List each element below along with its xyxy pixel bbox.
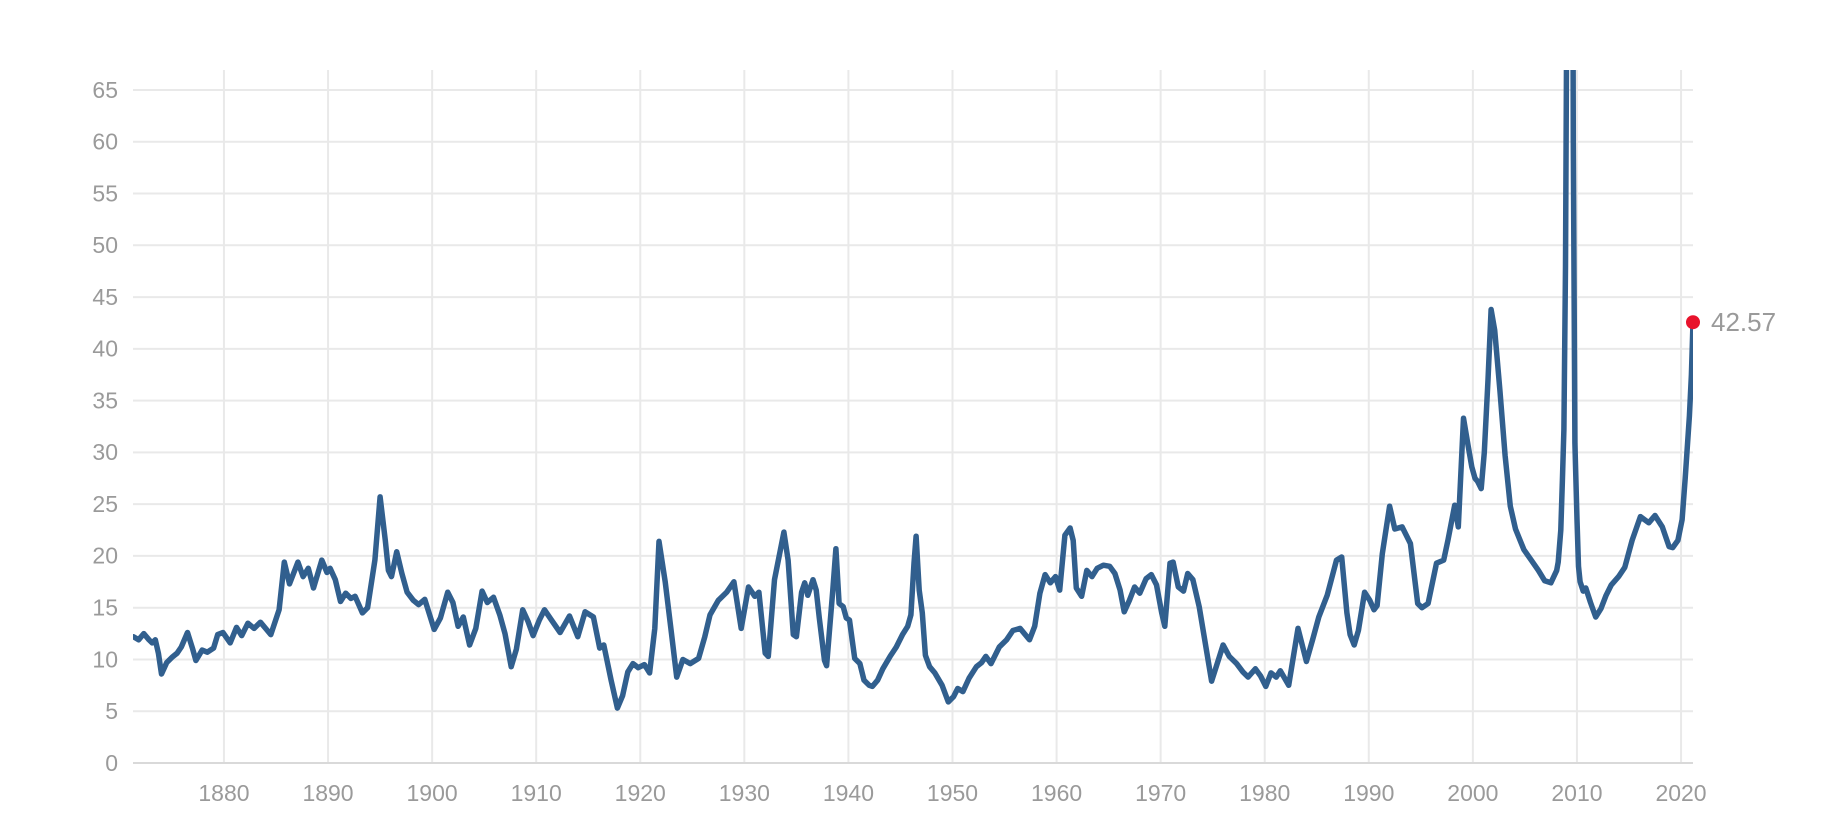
x-axis-tick-label-1950: 1950 — [927, 780, 978, 806]
x-axis-tick-label-2020: 2020 — [1655, 780, 1706, 806]
y-axis-tick-label-30: 30 — [92, 439, 118, 465]
x-axis-tick-label-1930: 1930 — [719, 780, 770, 806]
latest-value-label: 42.57 — [1711, 307, 1776, 337]
y-axis-tick-label-65: 65 — [92, 77, 118, 103]
x-axis-tick-label-1890: 1890 — [302, 780, 353, 806]
x-axis-tick-label-1900: 1900 — [407, 780, 458, 806]
y-axis-tick-label-5: 5 — [105, 698, 118, 724]
x-axis-tick-labels: 1880 1890 1900 1910 1920 1930 1940 1950 1960 1970… — [198, 780, 1706, 806]
x-axis-tick-label-2000: 2000 — [1447, 780, 1498, 806]
y-axis-tick-label-50: 50 — [92, 232, 118, 258]
y-axis-tick-label-45: 45 — [92, 284, 118, 310]
pe-ratio-line-series — [133, 70, 1693, 711]
y-axis-tick-label-35: 35 — [92, 387, 118, 413]
x-axis-tick-label-1970: 1970 — [1135, 780, 1186, 806]
y-axis-tick-label-10: 10 — [92, 646, 118, 672]
latest-point-marker[interactable] — [1686, 315, 1700, 330]
x-axis-tick-label-1940: 1940 — [823, 780, 874, 806]
x-axis-tick-label-1910: 1910 — [511, 780, 562, 806]
y-axis-tick-label-20: 20 — [92, 543, 118, 569]
horizontal-gridlines — [133, 88, 1693, 713]
y-axis-tick-label-60: 60 — [92, 129, 118, 155]
y-axis-tick-labels: 0 5 10 15 20 25 30 35 40 45 50 55 60 65 — [92, 77, 118, 776]
x-axis-tick-label-1960: 1960 — [1031, 780, 1082, 806]
x-axis-tick-label-1980: 1980 — [1239, 780, 1290, 806]
vertical-gridlines — [222, 70, 1683, 763]
y-axis-tick-label-55: 55 — [92, 180, 118, 206]
x-axis-tick-label-2010: 2010 — [1551, 780, 1602, 806]
y-axis-tick-label-40: 40 — [92, 336, 118, 362]
y-axis-tick-label-25: 25 — [92, 491, 118, 517]
x-axis-tick-label-1880: 1880 — [198, 780, 249, 806]
y-axis-tick-label-15: 15 — [92, 595, 118, 621]
x-axis-tick-label-1920: 1920 — [615, 780, 666, 806]
y-axis-tick-label-0: 0 — [105, 750, 118, 776]
x-axis-tick-label-1990: 1990 — [1343, 780, 1394, 806]
